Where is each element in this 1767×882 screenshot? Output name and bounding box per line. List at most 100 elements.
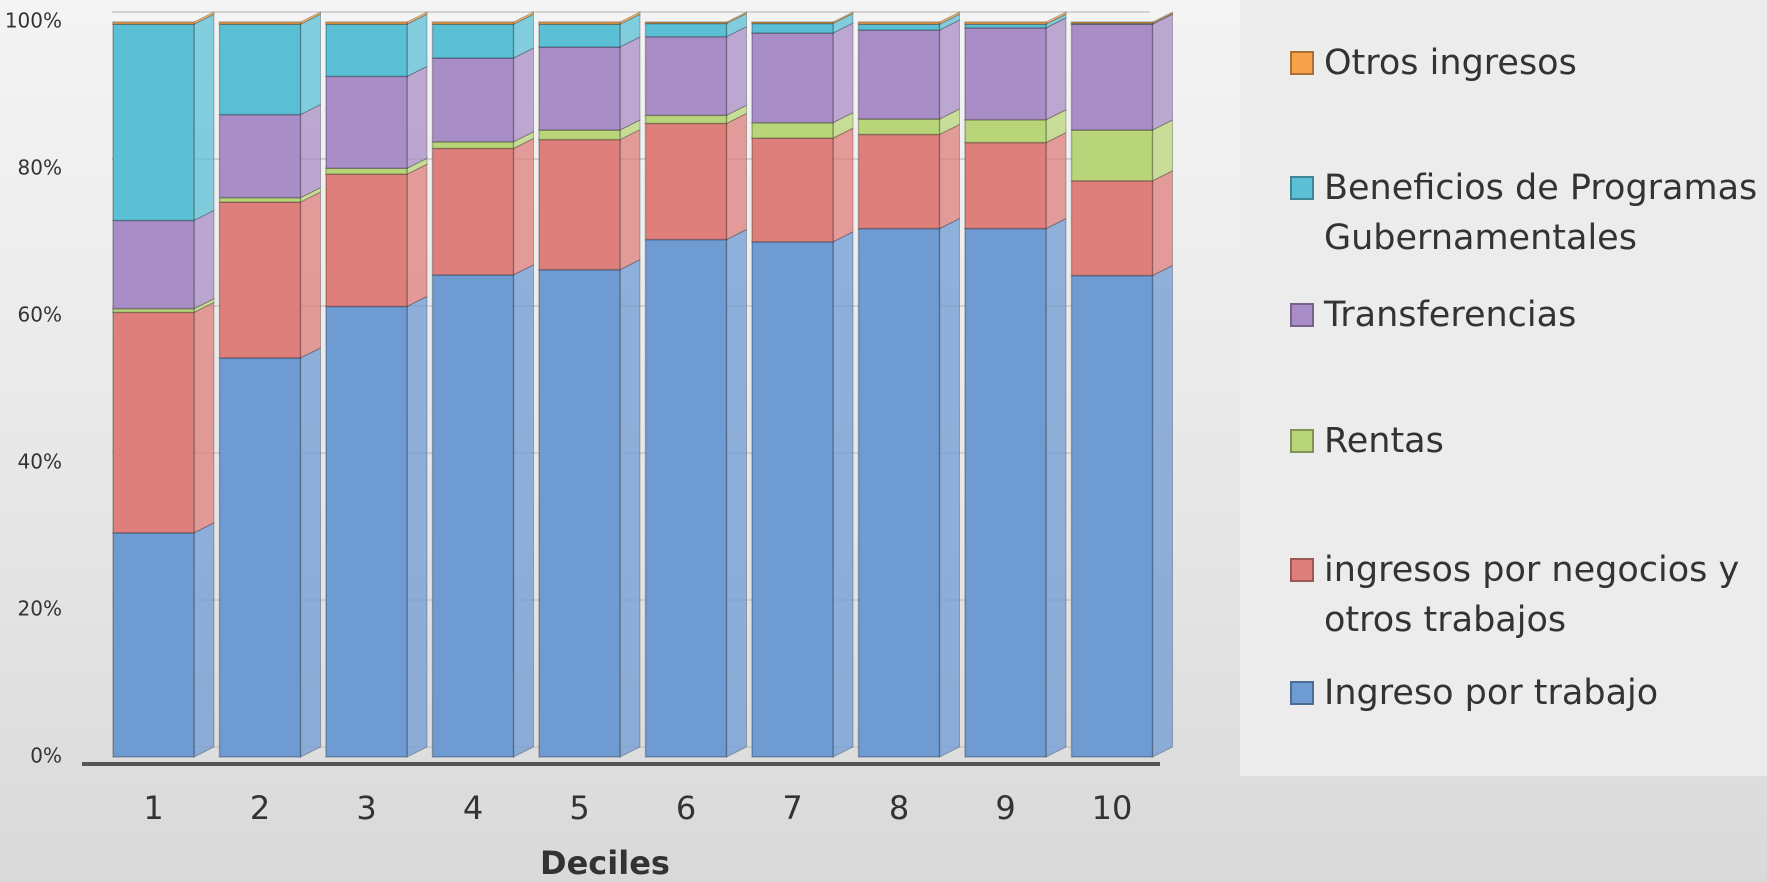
y-tick-label: 0%: [30, 744, 62, 768]
bar-segment: [112, 532, 195, 758]
x-tick-label: 4: [463, 789, 483, 827]
bar-segment: [112, 311, 195, 534]
bar-segment: [751, 137, 834, 243]
bar-side: [939, 19, 960, 120]
bar-segment: [857, 133, 941, 230]
legend-label: Rentas: [1324, 421, 1444, 461]
bar-side: [726, 112, 747, 241]
y-tick-label: 60%: [18, 303, 62, 327]
bar-side: [832, 127, 854, 243]
bar-segment: [644, 22, 728, 38]
bar-segment: [644, 35, 728, 117]
x-tick-label: 3: [356, 789, 376, 827]
bar-side: [939, 217, 960, 758]
bar-segment: [431, 23, 515, 59]
bar-side: [300, 347, 321, 758]
bar-segment: [857, 29, 941, 120]
bar-side: [300, 13, 321, 116]
bar-segment: [538, 268, 621, 758]
bar-segment: [325, 167, 408, 175]
bar-side: [619, 36, 641, 131]
legend-swatch: [1290, 429, 1314, 453]
bar-segment: [112, 219, 195, 310]
bar-segment: [964, 21, 1047, 25]
x-axis-title: Deciles: [540, 844, 670, 882]
x-tick-label: 8: [889, 789, 909, 827]
y-tick-label: 100%: [5, 9, 62, 33]
bar-side: [832, 22, 854, 124]
bar-side: [1152, 119, 1173, 182]
bar-segment: [538, 21, 621, 25]
bar-segment: [218, 113, 302, 199]
legend-label: Otros ingresos: [1324, 43, 1577, 83]
bar-segment: [112, 21, 195, 25]
bar-segment: [218, 21, 302, 25]
bar-segment: [751, 21, 834, 25]
legend-item: Beneficios de Programas Gubernamentales: [1290, 163, 1760, 263]
bar-side: [513, 137, 534, 276]
bar-segment: [644, 122, 728, 241]
bar-side: [193, 301, 215, 534]
bar-segment: [218, 201, 302, 359]
bar-side: [406, 295, 428, 758]
bar-segment: [218, 357, 302, 758]
legend-label: Beneficios de Programas Gubernamentales: [1324, 168, 1758, 258]
bar-segment: [1070, 180, 1154, 277]
bar-segment: [1070, 129, 1154, 182]
legend-item: Ingreso por trabajo: [1290, 668, 1760, 718]
bar-segment: [431, 147, 515, 276]
legend-item: Rentas: [1290, 416, 1760, 466]
bar-segment: [325, 21, 408, 25]
bar-segment: [751, 22, 834, 34]
x-tick-label: 7: [782, 789, 802, 827]
x-tick-label: 1: [143, 789, 163, 827]
bar-segment: [325, 305, 408, 758]
bar-segment: [644, 21, 728, 25]
bar-segment: [964, 27, 1047, 121]
bar-side: [1152, 169, 1173, 277]
x-tick-label: 6: [676, 789, 696, 827]
bar-segment: [644, 238, 728, 758]
bar-segment: [1070, 274, 1154, 758]
bar-side: [1152, 13, 1173, 131]
bar-segment: [751, 121, 834, 139]
bar-side: [1045, 217, 1067, 758]
bar-segment: [325, 173, 408, 308]
bar-segment: [751, 241, 834, 758]
bar-side: [832, 230, 854, 758]
x-tick-label: 10: [1092, 789, 1133, 827]
legend-label: Ingreso por trabajo: [1324, 673, 1659, 713]
bar-segment: [644, 114, 728, 125]
x-tick-label: 9: [995, 789, 1015, 827]
bar-side: [406, 163, 428, 308]
legend-item: Transferencias: [1290, 290, 1760, 340]
legend-box: [1240, 0, 1767, 776]
bar-side: [619, 258, 641, 758]
legend-swatch: [1290, 558, 1314, 582]
bar-segment: [538, 46, 621, 131]
bar-side: [406, 13, 428, 78]
bar-side: [300, 103, 321, 199]
legend-item: Otros ingresos: [1290, 38, 1760, 88]
bar-segment: [964, 141, 1047, 230]
bar-side: [726, 25, 747, 117]
bar-segment: [218, 23, 302, 116]
bar-side: [1045, 17, 1067, 121]
bar-segment: [1070, 23, 1154, 131]
bar-segment: [538, 129, 621, 141]
legend-swatch: [1290, 176, 1314, 200]
bar-segment: [857, 118, 941, 136]
bar-side: [300, 191, 321, 359]
bar-segment: [325, 75, 408, 170]
bar-segment: [538, 23, 621, 48]
bar-segment: [1070, 21, 1154, 25]
legend-swatch: [1290, 303, 1314, 327]
y-tick-label: 20%: [18, 597, 62, 621]
bar-segment: [112, 23, 195, 222]
bar-side: [193, 209, 215, 310]
bar-segment: [538, 138, 621, 271]
bar-segment: [431, 274, 515, 758]
bar-segment: [431, 141, 515, 150]
